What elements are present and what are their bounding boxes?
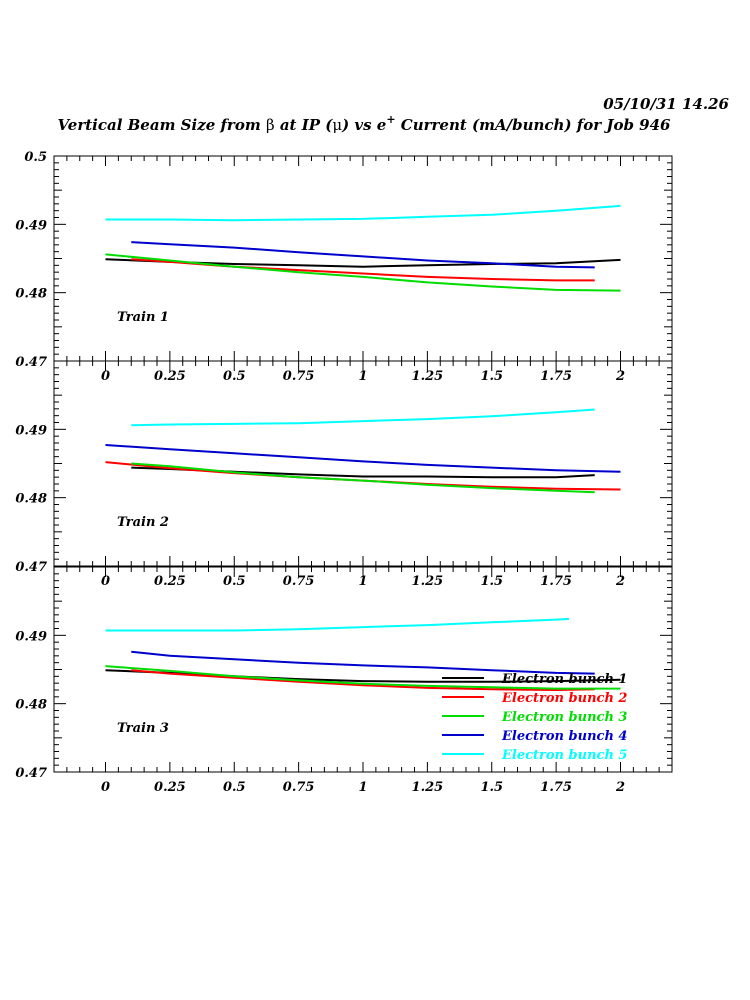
- chart-panels: 0.48 0.49 0.5 0.47 0 0.25 0.5 0.75 1 1.25 1.5 1.75 2…: [15, 150, 673, 795]
- chart-title-prefix: Vertical Beam Size from: [58, 116, 266, 134]
- panel-3-ytick-label: 0.49: [15, 629, 47, 644]
- panel-2-ytick-label-bottom: 0.47: [15, 560, 47, 575]
- chart-title-beta: β: [266, 116, 275, 134]
- panel-1-xtick-label: 1.5: [480, 369, 503, 384]
- panel-1-series-line-3: [105, 253, 621, 292]
- panel-3-train-label: Train 3: [117, 721, 169, 736]
- panel-2-xtick-label: 2: [615, 574, 625, 589]
- panel-3-series-line-4: [131, 650, 595, 675]
- panel-3-xtick-label: 0.75: [283, 780, 315, 795]
- chart-datetime: 05/10/31 14.26: [603, 95, 729, 113]
- chart-title-mu: μ: [332, 116, 342, 134]
- panel-3-xtick-label: 0.25: [154, 780, 186, 795]
- panel-3-ytick-label-bottom: 0.47: [15, 766, 47, 781]
- panel-3-xtick-label: 0: [101, 780, 110, 795]
- panel-1-xtick-label: 1.75: [540, 369, 572, 384]
- panel-1-ytick-label: 0.49: [15, 218, 47, 233]
- panel-3-ytick-label: 0.48: [15, 698, 47, 713]
- panel-1-ytick-label: 0.48: [15, 287, 47, 302]
- panel-2-train-label: Train 2: [117, 515, 169, 530]
- chart-title-mid2: ) vs e: [341, 116, 386, 134]
- legend-label-4: Electron bunch 4: [501, 729, 627, 744]
- chart-title-sup: +: [386, 113, 395, 126]
- panel-1-xtick-label: 0.5: [223, 369, 246, 384]
- panel-2-series-line-4: [105, 444, 621, 473]
- panel-2-xtick-label: 1.75: [540, 574, 572, 589]
- chart-title-suffix: Current (mA/bunch) for Job 946: [396, 116, 671, 134]
- panel-3-xtick-label: 1.25: [412, 780, 444, 795]
- panel-2-ytick-label: 0.48: [15, 492, 47, 507]
- legend-label-2: Electron bunch 2: [501, 691, 627, 706]
- panel-2-xtick-label: 1: [358, 574, 367, 589]
- panel-1-xtick-label: 0.75: [283, 369, 315, 384]
- panel-2-xtick-label: 0.5: [223, 574, 246, 589]
- legend-label-1: Electron bunch 1: [501, 672, 627, 687]
- panel-1-ytick-label-bottom: 0.47: [15, 355, 47, 370]
- panel-1-xtick-label: 0.25: [154, 369, 186, 384]
- panel-1-series-line-4: [131, 241, 595, 269]
- panel-3-xtick-label: 2: [615, 780, 625, 795]
- panel-2-ytick-label: 0.49: [15, 423, 47, 438]
- panel-3-series-line-3: [105, 665, 621, 690]
- panel-2-series-line-3: [131, 462, 595, 494]
- panel-3-series-line-5: [105, 617, 570, 632]
- panel-1-xtick-label: 1.25: [412, 369, 444, 384]
- panel-2-xtick-label: 0: [101, 574, 110, 589]
- panel-3-series-line-2: [131, 669, 595, 692]
- panel-1-xtick-label: 0: [101, 369, 110, 384]
- panel-2-xtick-label: 0.75: [283, 574, 315, 589]
- panel-1-xtick-label: 2: [615, 369, 625, 384]
- chart-title: Vertical Beam Size from β at IP (μ) vs e…: [58, 113, 672, 134]
- panel-1-ytick-label: 0.5: [24, 150, 47, 165]
- panel-2-xtick-label: 0.25: [154, 574, 186, 589]
- panel-2-xtick-label: 1.5: [480, 574, 503, 589]
- panel-2-frame: [53, 360, 673, 567]
- panel-1-train-label: Train 1: [117, 310, 169, 325]
- panel-1-xtick-label: 1: [358, 369, 367, 384]
- panel-3-xtick-label: 1: [358, 780, 367, 795]
- panel-3-xtick-label: 1.75: [540, 780, 572, 795]
- panel-3-xtick-label: 1.5: [480, 780, 503, 795]
- panel-2-series-line-5: [131, 408, 595, 427]
- panel-3-xtick-label: 0.5: [223, 780, 246, 795]
- legend-label-5: Electron bunch 5: [501, 748, 627, 763]
- panel-2-xtick-label: 1.25: [412, 574, 444, 589]
- chart-title-mid: at IP (: [275, 116, 334, 134]
- legend-label-3: Electron bunch 3: [501, 710, 627, 725]
- panel-1-series-line-5: [105, 204, 621, 222]
